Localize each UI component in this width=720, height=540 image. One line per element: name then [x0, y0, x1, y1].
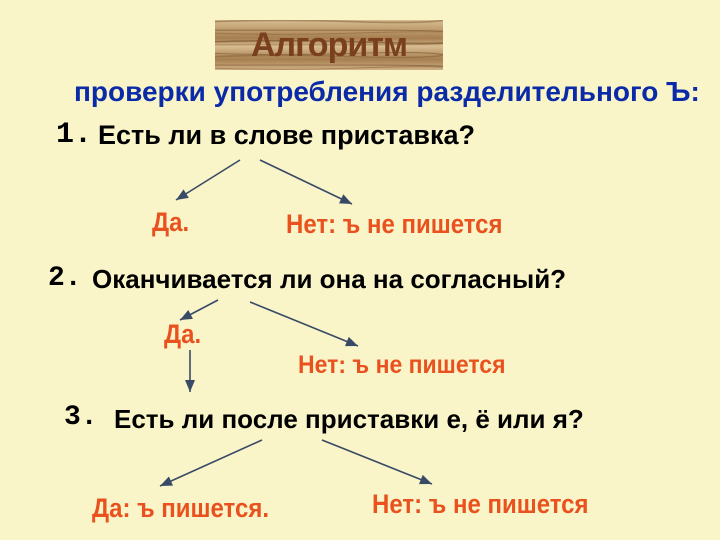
step2-number: 2.	[48, 263, 82, 294]
step2-text: Оканчивается ли она на согласный?	[92, 264, 566, 295]
step1-text: Есть ли в слове приставка?	[98, 120, 475, 151]
answer-3-yes: Да: ъ пишется.	[92, 494, 269, 525]
step1-number: 1.	[56, 118, 92, 152]
answer-2-no: Нет: ъ не пишется	[298, 350, 506, 380]
answer-1-no: Нет: ъ не пишется	[286, 210, 503, 241]
answer-1-yes: Да.	[152, 208, 189, 239]
subtitle: проверки употребления разделительного Ъ:	[74, 76, 700, 108]
step3-text: Есть ли после приставки е, ё или я?	[114, 404, 584, 435]
answer-3-no: Нет: ъ не пишется	[372, 490, 589, 521]
title-box: Алгоритм	[215, 20, 443, 70]
answer-2-yes: Да.	[164, 320, 201, 351]
step3-number: 3.	[64, 402, 98, 433]
title-text: Алгоритм	[251, 26, 407, 64]
